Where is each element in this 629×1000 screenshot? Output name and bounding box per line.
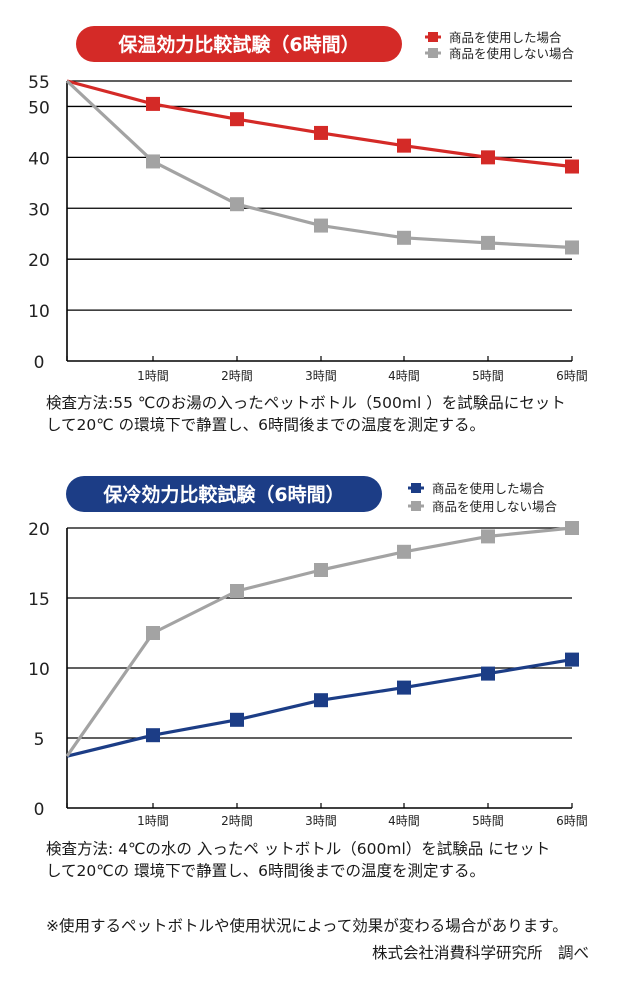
chart1-ytick-label: 10: [28, 302, 50, 322]
chart1-series-1-point: [314, 218, 328, 233]
chart1-series-1-point: [146, 154, 160, 169]
chart1-method-note: 検査方法:55 ℃のお湯の入ったペットボトル（500ml ）を試験品にセット し…: [46, 392, 566, 436]
chart1-ytick-label: 50: [28, 98, 50, 118]
chart2-legend-label-1: 商品を使用しない場合: [432, 499, 558, 514]
chart2-legend-label-0: 商品を使用した場合: [432, 481, 545, 496]
chart2-series-0-point: [146, 728, 160, 743]
chart2-xtick-label: 6時間: [556, 814, 588, 828]
chart2-series-1-point: [397, 544, 411, 559]
chart1-ytick-label: 0: [34, 353, 45, 373]
chart2-title-background: [66, 476, 382, 512]
chart2-series-1-point: [230, 584, 244, 598]
chart1-method-line-2: して20℃ の環境下で静置し、6時間後までの温度を測定する。: [46, 416, 485, 434]
chart2-series-0-point: [230, 712, 244, 727]
chart1-legend-marker-0: [428, 32, 438, 42]
chart2-xtick-label: 3時間: [305, 814, 337, 828]
chart2-series-0-point: [481, 666, 495, 681]
chart2-ytick-label: 0: [34, 800, 45, 820]
chart2-method-note: 検査方法: 4℃の水の 入ったペ ットボトル（600ml）を試験品 にセット し…: [46, 838, 550, 882]
chart2-ytick-label: 5: [34, 730, 45, 750]
chart1-series-0-point: [397, 138, 411, 153]
chart2-method-line-1: 検査方法: 4℃の水の 入ったペ ットボトル（600ml）を試験品 にセット: [46, 840, 551, 858]
chart2-series-1: [65, 521, 579, 758]
chart1-ytick-label: 30: [28, 200, 50, 220]
chart1-xtick-label: 1時間: [137, 369, 169, 383]
source-credit: 株式会社消費科学研究所 調べ: [371, 944, 589, 962]
chart2-series-0-point: [314, 693, 328, 708]
chart1-method-line-1: 検査方法:55 ℃のお湯の入ったペットボトル（500ml ）を試験品にセット: [46, 394, 566, 412]
chart1-ytick-label: 40: [28, 149, 50, 169]
chart1-series-0-point: [565, 159, 579, 174]
chart1-legend-label-1: 商品を使用しない場合: [449, 46, 575, 61]
chart2-series-1-point: [146, 626, 160, 640]
chart1-series-1-point: [230, 197, 244, 212]
chart1-legend-item-1: 商品を使用しない場合: [425, 46, 575, 61]
chart2-xtick-label: 2時間: [221, 814, 253, 828]
chart1-series-1-point: [397, 230, 411, 245]
chart1-series-1: [65, 79, 579, 255]
chart1-ytick-label: 20: [28, 251, 50, 271]
chart2-series-1-point: [314, 563, 328, 577]
chart1-title: 保温効力比較試験（6時間）: [117, 33, 359, 56]
chart2-title: 保冷効力比較試験（6時間）: [102, 483, 344, 506]
chart2-series-1-point: [565, 521, 579, 535]
chart1-xtick-label: 3時間: [305, 369, 337, 383]
chart1-xtick-label: 6時間: [556, 369, 588, 383]
chart1-series-0-point: [146, 96, 160, 111]
chart1-ytick-label: 55: [28, 73, 50, 93]
chart1-series-0-point: [230, 112, 244, 127]
chart2-method-line-2: して20℃の 環境下で静置し、6時間後までの温度を測定する。: [46, 862, 485, 880]
chart1-title-pill: 保温効力比較試験（6時間）: [76, 26, 402, 62]
chart2-legend-item-1: 商品を使用しない場合: [408, 499, 558, 514]
chart2-series-0-point: [565, 652, 579, 667]
chart2-legend-marker-0: [411, 483, 421, 493]
chart1-series-0-point: [481, 150, 495, 165]
chart2-xtick-label: 4時間: [388, 814, 420, 828]
disclaimer-text: ※使用するペットボトルや使用状況によって効果が変わる場合があります。: [46, 917, 568, 935]
chart2-legend-marker-1: [411, 501, 421, 511]
chart1-legend-marker-1: [428, 48, 438, 58]
chart1-xtick-label: 5時間: [472, 369, 504, 383]
chart2-ytick-label: 15: [28, 590, 50, 610]
chart1-xtick-label: 2時間: [221, 369, 253, 383]
chart2-ytick-label: 10: [28, 660, 50, 680]
chart2-ytick-label: 20: [28, 520, 50, 540]
chart2-xtick-label: 5時間: [472, 814, 504, 828]
chart2-xtick-label: 1時間: [137, 814, 169, 828]
chart2-series-1-point: [481, 529, 495, 544]
chart2-series-line-0: [66, 658, 573, 758]
chart1-legend-item-0: 商品を使用した場合: [425, 30, 562, 45]
chart1-series-0-point: [314, 125, 328, 140]
chart2-series-0: [66, 652, 579, 758]
chart2-series-line-1: [65, 526, 573, 758]
chart1-series-1-point: [481, 235, 495, 250]
chart2-legend-item-0: 商品を使用した場合: [408, 481, 545, 496]
chart1-xtick-label: 4時間: [388, 369, 420, 383]
chart2-series-0-point: [397, 680, 411, 695]
chart2-title-pill: 保冷効力比較試験（6時間）: [66, 476, 382, 512]
chart1-title-background: [76, 26, 402, 62]
chart1-series-0: [66, 79, 579, 174]
chart1-legend-label-0: 商品を使用した場合: [449, 30, 562, 45]
chart1-series-1-point: [565, 240, 579, 255]
